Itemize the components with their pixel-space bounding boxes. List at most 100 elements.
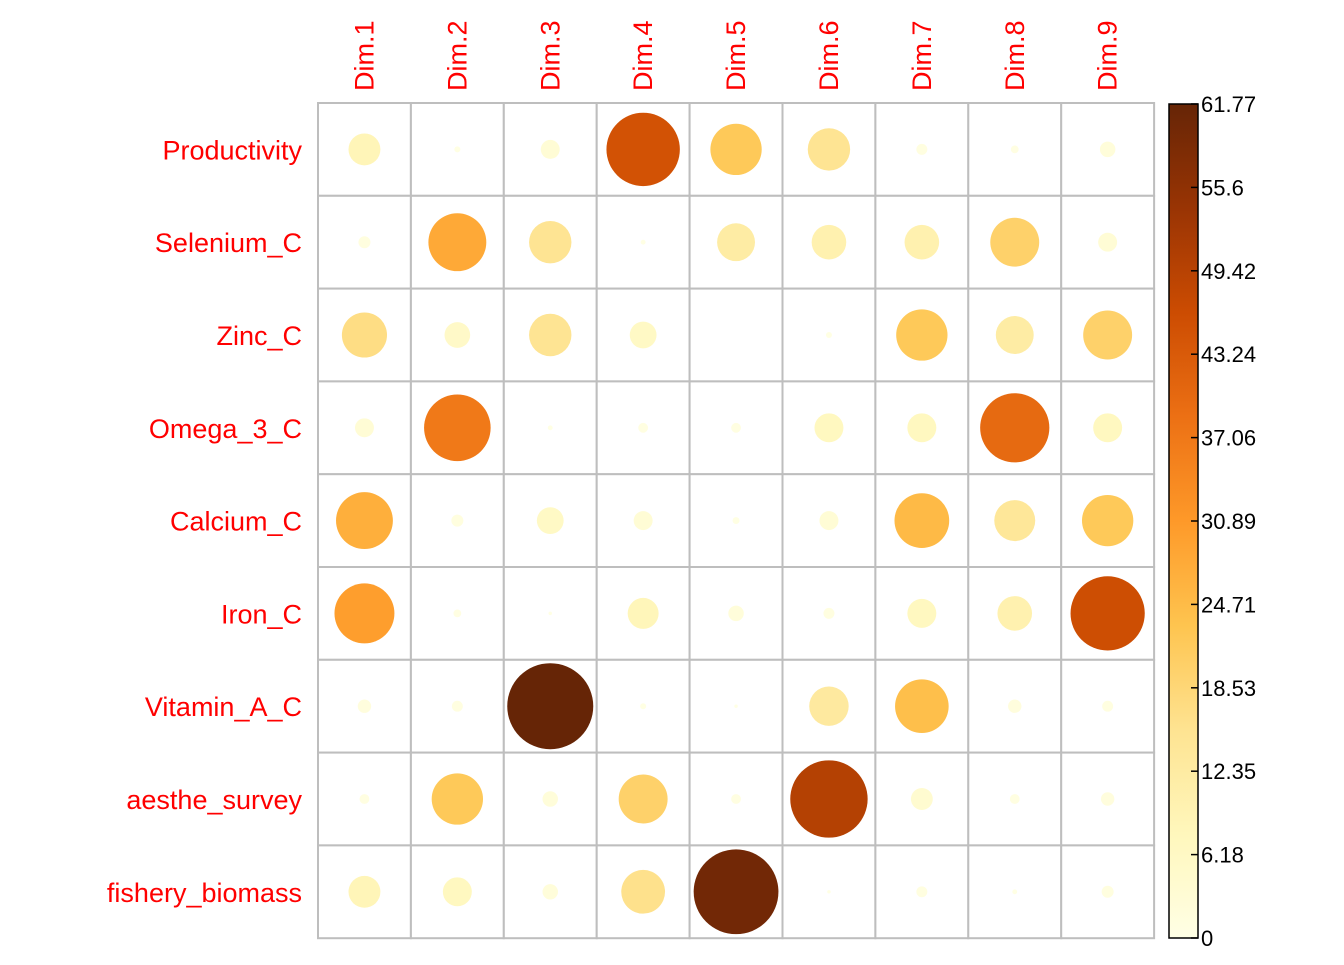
data-point: [825, 332, 832, 338]
data-point: [444, 322, 471, 348]
colorbar-tick-label: 49.42: [1201, 259, 1256, 284]
data-point: [710, 123, 762, 176]
data-point: [809, 686, 849, 726]
data-point: [627, 597, 659, 629]
row-label: Selenium_C: [155, 228, 302, 258]
colorbar-tick-label: 43.24: [1201, 342, 1256, 367]
grid-cell: [688, 287, 784, 383]
data-point: [348, 133, 381, 166]
data-point: [734, 704, 738, 708]
row-label: fishery_biomass: [107, 878, 302, 908]
data-point: [507, 663, 594, 750]
data-point: [995, 316, 1034, 354]
data-point: [638, 422, 649, 433]
data-point: [1008, 699, 1022, 713]
data-point: [1009, 794, 1020, 804]
colorbar-tick-label: 12.35: [1201, 759, 1256, 784]
column-label: Dim.9: [1093, 20, 1123, 91]
data-point: [348, 875, 381, 908]
colorbar-tick-label: 37.06: [1201, 426, 1256, 451]
data-point: [428, 213, 487, 272]
data-point: [540, 139, 560, 159]
data-point: [814, 413, 844, 443]
column-label: Dim.3: [535, 20, 565, 91]
row-label: Omega_3_C: [149, 414, 302, 444]
data-point: [606, 112, 680, 187]
data-point: [997, 596, 1033, 631]
data-point: [621, 869, 666, 914]
grid-cell: [595, 287, 691, 383]
data-point: [732, 517, 740, 525]
data-point: [907, 413, 937, 443]
data-point: [451, 700, 463, 712]
data-point: [640, 239, 646, 245]
data-point: [916, 886, 928, 898]
data-point: [896, 309, 948, 361]
row-label: Productivity: [162, 135, 302, 165]
row-label: Calcium_C: [170, 507, 302, 537]
data-point: [693, 849, 779, 935]
colorbar-tick-label: 0: [1201, 926, 1213, 951]
data-point: [536, 507, 564, 535]
data-point: [904, 224, 940, 260]
data-point: [811, 224, 847, 260]
data-point: [1083, 310, 1133, 360]
data-point: [442, 877, 472, 907]
data-point: [357, 699, 372, 713]
data-point: [1081, 494, 1134, 547]
data-point: [895, 679, 949, 734]
data-point: [542, 791, 558, 807]
data-point: [334, 583, 395, 644]
data-point: [633, 511, 653, 531]
column-label: Dim.4: [628, 20, 658, 91]
colorbar-tick-label: 6.18: [1201, 843, 1244, 868]
data-point: [451, 514, 464, 527]
data-point: [1012, 889, 1018, 895]
column-label: Dim.2: [442, 20, 472, 91]
data-point: [1102, 700, 1114, 712]
data-point: [807, 128, 851, 171]
column-label: Dim.1: [349, 20, 379, 91]
data-point: [431, 773, 484, 825]
data-point: [728, 605, 744, 622]
data-point: [990, 217, 1040, 267]
data-point: [542, 884, 558, 900]
data-point: [454, 146, 461, 153]
colorbar-tick-label: 30.89: [1201, 509, 1256, 534]
data-point: [1101, 885, 1114, 898]
data-point: [1099, 141, 1116, 158]
data-point: [916, 143, 928, 155]
colorbar-tick-label: 55.6: [1201, 175, 1244, 200]
data-point: [819, 511, 839, 531]
data-point: [358, 236, 371, 249]
colorbar-tick-label: 18.53: [1201, 676, 1256, 701]
column-label: Dim.5: [721, 20, 751, 91]
data-point: [1100, 792, 1115, 806]
row-label: Iron_C: [221, 599, 302, 629]
grid-cell: [688, 194, 784, 290]
data-point: [453, 609, 462, 618]
grid-cell: [967, 102, 1063, 197]
colorbar-tick-label: 24.71: [1201, 592, 1256, 617]
data-point: [547, 425, 553, 431]
data-point: [1070, 576, 1145, 651]
data-point: [354, 418, 374, 438]
data-point: [894, 493, 950, 548]
data-point: [717, 223, 756, 262]
data-point: [1098, 232, 1118, 252]
data-point: [618, 774, 668, 824]
data-point: [529, 221, 572, 264]
data-point: [336, 492, 393, 550]
data-point: [1093, 413, 1123, 443]
data-point: [341, 312, 388, 358]
data-point: [910, 788, 933, 810]
data-point: [731, 422, 741, 433]
column-label: Dim.7: [907, 20, 937, 91]
data-point: [980, 393, 1050, 463]
data-point: [640, 703, 647, 710]
data-point: [548, 611, 552, 616]
column-label: Dim.6: [814, 20, 844, 91]
data-point: [907, 598, 937, 628]
